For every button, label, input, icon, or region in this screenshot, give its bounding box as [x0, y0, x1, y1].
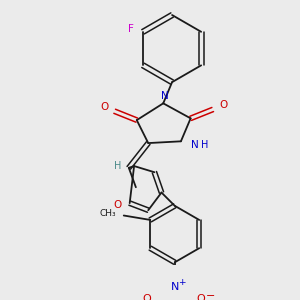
Text: F: F	[128, 24, 134, 34]
Text: O: O	[197, 294, 206, 300]
Text: H: H	[201, 140, 208, 150]
Text: N: N	[191, 140, 199, 150]
Text: H: H	[114, 161, 121, 171]
Text: +: +	[178, 278, 185, 287]
Text: N: N	[170, 282, 179, 292]
Text: O: O	[142, 294, 151, 300]
Text: N: N	[161, 91, 169, 101]
Text: O: O	[219, 100, 227, 110]
Text: CH₃: CH₃	[100, 209, 116, 218]
Text: O: O	[113, 200, 122, 210]
Text: −: −	[206, 291, 215, 300]
Text: O: O	[100, 102, 108, 112]
